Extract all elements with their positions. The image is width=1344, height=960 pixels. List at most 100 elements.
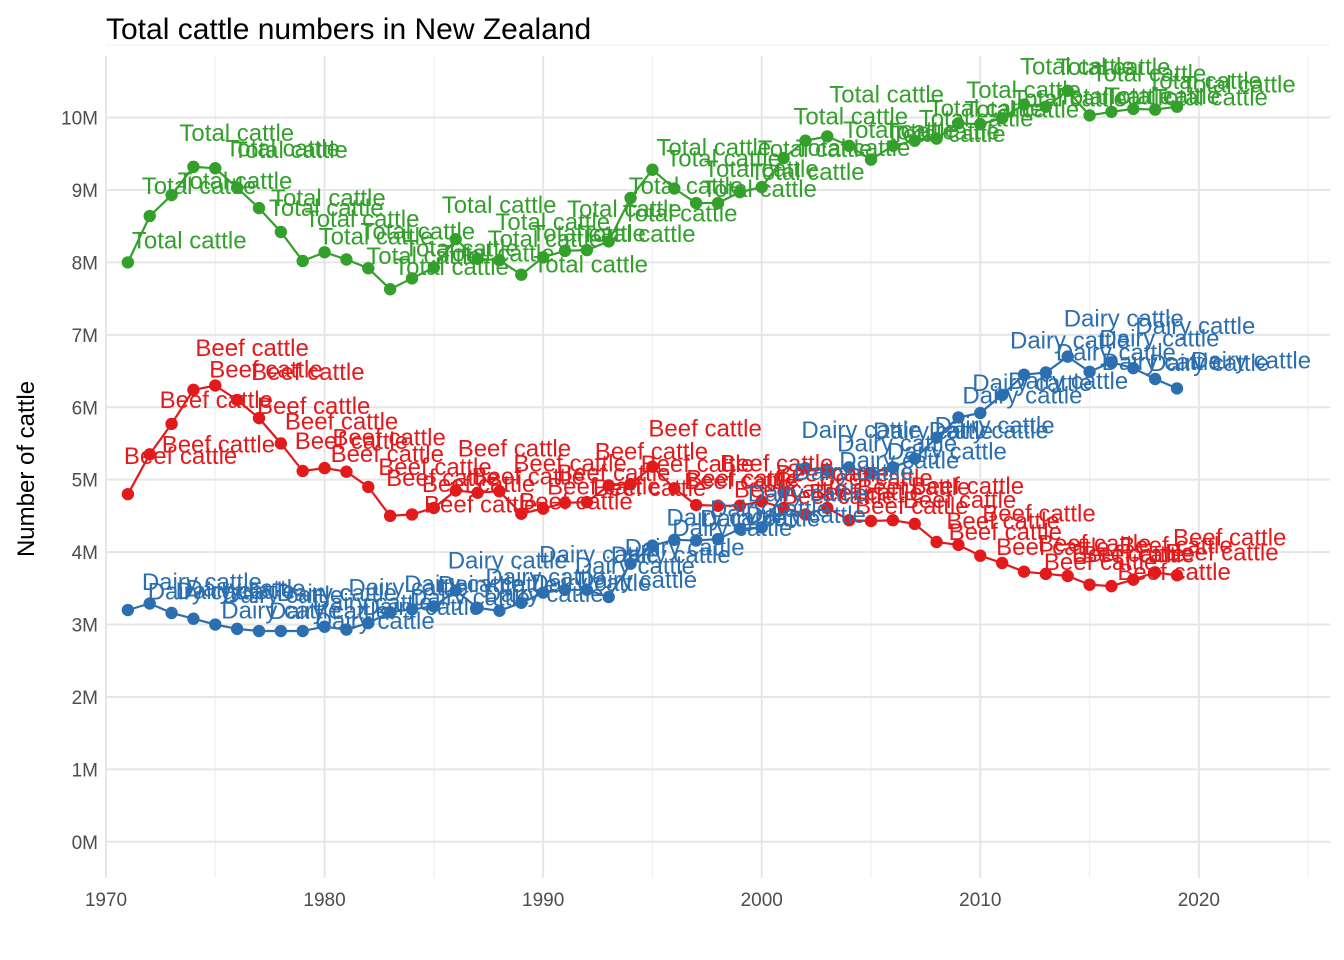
data-label: Total cattle: [1105, 83, 1220, 110]
data-point: [864, 466, 878, 480]
data-point: [1083, 109, 1096, 122]
data-label: Beef cattle: [996, 534, 1109, 561]
data-label: Total cattle: [440, 240, 555, 267]
data-label: Dairy cattle: [404, 571, 524, 598]
data-point: [952, 538, 965, 552]
data-point: [143, 209, 156, 223]
chart-title: Total cattle numbers in New Zealand: [106, 13, 591, 46]
data-label: Total cattle: [1181, 72, 1296, 99]
data-label: Beef cattle: [782, 483, 895, 510]
data-point: [471, 601, 484, 615]
data-point: [1170, 100, 1184, 113]
data-label: Dairy cattle: [1056, 339, 1176, 366]
data-label: Beef cattle: [195, 335, 308, 362]
series-points: [121, 84, 1184, 638]
data-point: [602, 590, 615, 604]
data-label: Dairy cattle: [801, 417, 921, 444]
data-point: [799, 461, 812, 475]
data-point: [318, 461, 331, 475]
data-label: Beef cattle: [285, 408, 398, 435]
data-point: [733, 185, 747, 199]
data-point: [362, 480, 375, 494]
data-label: Total cattle: [629, 173, 744, 200]
data-label: Beef cattle: [472, 464, 585, 491]
data-point: [1017, 368, 1031, 381]
y-tick-label: 4M: [72, 543, 98, 564]
data-point: [864, 153, 878, 166]
data-label: Dairy cattle: [348, 575, 468, 602]
y-tick-label: 1M: [72, 760, 98, 781]
data-point: [1170, 569, 1184, 582]
x-tick-labels: 1970 1980 1990 2000 2010 2020: [85, 890, 1220, 911]
data-label: Total cattle: [623, 200, 738, 227]
data-label: Total cattle: [1058, 84, 1173, 111]
data-point: [318, 246, 331, 259]
data-label: Dairy cattle: [1191, 347, 1311, 374]
data-point: [733, 522, 747, 536]
data-label: Dairy cattle: [176, 578, 296, 605]
data-point: [995, 388, 1009, 402]
data-point: [493, 254, 506, 267]
data-point: [252, 201, 266, 215]
data-point: [908, 134, 921, 147]
data-point: [1148, 103, 1162, 116]
data-point: [974, 117, 987, 131]
data-point: [1039, 366, 1053, 379]
data-point: [536, 586, 550, 599]
data-point: [842, 514, 856, 527]
data-point: [1105, 105, 1118, 118]
data-label: Total cattle: [656, 135, 771, 162]
data-point: [624, 557, 637, 570]
data-label: Total cattle: [488, 226, 603, 253]
data-label: Dairy cattle: [539, 542, 659, 569]
data-point: [995, 112, 1009, 125]
data-point: [1083, 365, 1096, 378]
data-point: [405, 603, 419, 616]
data-point: [558, 496, 572, 510]
data-label: Beef cattle: [519, 489, 632, 516]
data-label: Beef cattle: [424, 491, 537, 518]
data-point: [187, 612, 200, 625]
data-label: Beef cattle: [776, 460, 889, 487]
data-label: Dairy cattle: [485, 564, 605, 591]
data-point: [930, 535, 943, 549]
data-label: Dairy cattle: [1010, 328, 1130, 355]
data-point: [536, 502, 550, 515]
y-tick-label: 8M: [72, 253, 98, 274]
data-point: [121, 603, 135, 617]
data-label: Beef cattle: [1119, 533, 1232, 560]
data-label: Beef cattle: [949, 519, 1062, 546]
x-tick-label: 2000: [741, 890, 783, 911]
data-label: Beef cattle: [903, 487, 1016, 514]
data-label: Dairy cattle: [672, 515, 792, 542]
data-point: [165, 606, 178, 620]
data-point: [668, 182, 681, 195]
data-label: Beef cattle: [124, 443, 237, 470]
data-label: Total cattle: [885, 119, 1000, 146]
data-point: [908, 452, 921, 465]
data-label: Beef cattle: [686, 465, 799, 492]
x-tick-label: 1970: [85, 890, 127, 911]
data-point: [711, 499, 725, 512]
data-label: Total cattle: [1147, 68, 1262, 95]
y-tick-label: 0M: [72, 833, 98, 854]
data-point: [405, 508, 419, 521]
data-label: Total cattle: [666, 146, 781, 173]
data-point: [143, 597, 156, 610]
data-label: Dairy cattle: [1102, 349, 1222, 376]
data-label: Beef cattle: [331, 441, 444, 468]
data-point: [230, 622, 244, 636]
x-tick-label: 2010: [959, 890, 1001, 911]
data-label: Beef cattle: [1072, 541, 1185, 568]
data-label: Dairy cattle: [929, 418, 1049, 445]
data-point: [209, 162, 222, 175]
data-label: Dairy cattle: [269, 598, 389, 625]
data-point: [733, 499, 747, 512]
data-point: [362, 616, 375, 630]
data-label: Dairy cattle: [625, 535, 745, 562]
data-point: [383, 606, 397, 619]
data-label: Dairy cattle: [611, 542, 731, 569]
data-label: Total cattle: [964, 96, 1079, 123]
y-tick-label: 7M: [72, 326, 98, 347]
